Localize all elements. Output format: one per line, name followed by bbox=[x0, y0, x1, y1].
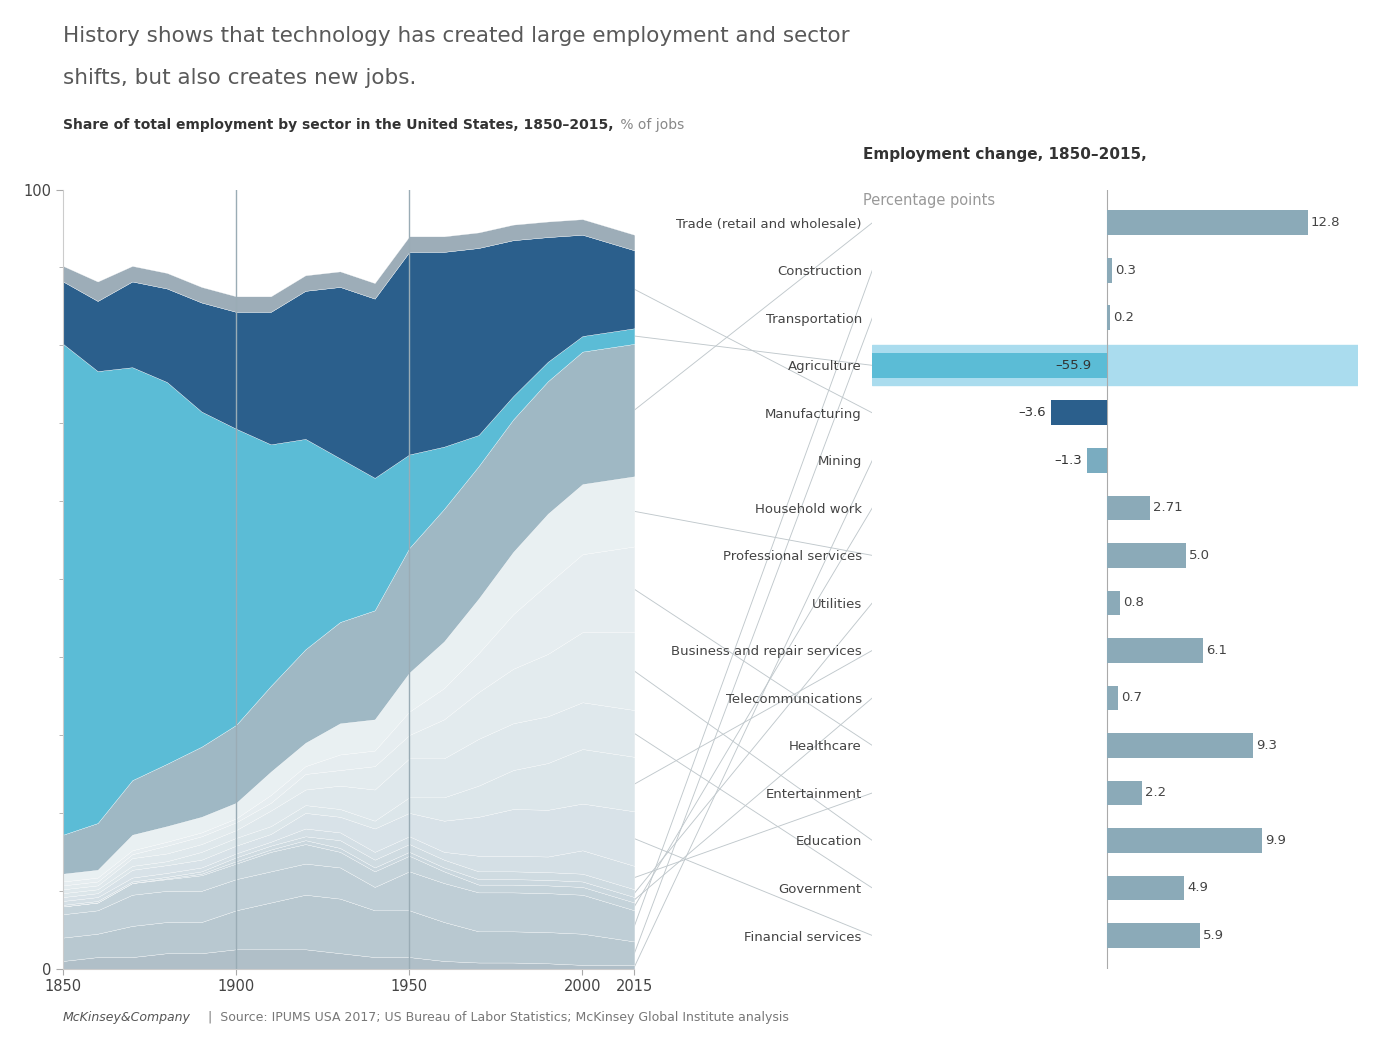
Text: 0.8: 0.8 bbox=[1123, 596, 1144, 610]
Bar bbox=[1107, 638, 1203, 662]
Bar bbox=[1107, 496, 1149, 520]
Text: 0.7: 0.7 bbox=[1121, 692, 1142, 704]
Text: –1.3: –1.3 bbox=[1054, 454, 1082, 466]
Bar bbox=[1107, 686, 1119, 711]
Text: % of jobs: % of jobs bbox=[616, 118, 685, 132]
Bar bbox=[1107, 543, 1186, 568]
Bar bbox=[1107, 733, 1253, 758]
Text: 2.71: 2.71 bbox=[1154, 501, 1183, 514]
Text: |  Source: IPUMS USA 2017; US Bureau of Labor Statistics; McKinsey Global Instit: | Source: IPUMS USA 2017; US Bureau of L… bbox=[200, 1011, 790, 1024]
Text: 6.1: 6.1 bbox=[1205, 644, 1226, 657]
Text: –3.6: –3.6 bbox=[1019, 406, 1046, 419]
Text: 0.2: 0.2 bbox=[1113, 312, 1134, 324]
Text: 9.3: 9.3 bbox=[1256, 739, 1277, 752]
Text: Percentage points: Percentage points bbox=[862, 194, 994, 208]
Bar bbox=[231, 353, 1107, 378]
Text: 9.9: 9.9 bbox=[1266, 834, 1287, 847]
Text: 12.8: 12.8 bbox=[1310, 216, 1340, 230]
Text: 2.2: 2.2 bbox=[1145, 787, 1166, 799]
Bar bbox=[1107, 211, 1308, 235]
Text: –55.9: –55.9 bbox=[1056, 359, 1092, 372]
Bar bbox=[1107, 305, 1110, 331]
Text: 0.3: 0.3 bbox=[1116, 264, 1137, 277]
Text: Share of total employment by sector in the United States, 1850–2015,: Share of total employment by sector in t… bbox=[63, 118, 613, 132]
Text: 5.9: 5.9 bbox=[1203, 929, 1224, 942]
Text: 5.0: 5.0 bbox=[1189, 549, 1210, 562]
Bar bbox=[872, 345, 1358, 385]
Bar bbox=[1051, 400, 1107, 425]
Text: Employment change, 1850–2015,: Employment change, 1850–2015, bbox=[862, 146, 1147, 162]
Bar bbox=[1086, 448, 1107, 473]
Bar bbox=[1107, 780, 1142, 806]
Bar bbox=[1107, 923, 1200, 948]
Bar bbox=[1107, 591, 1120, 615]
Text: 4.9: 4.9 bbox=[1187, 881, 1208, 894]
Bar bbox=[1107, 828, 1263, 853]
Text: History shows that technology has created large employment and sector: History shows that technology has create… bbox=[63, 26, 850, 46]
Bar bbox=[1107, 876, 1184, 900]
Text: McKinsey&Company: McKinsey&Company bbox=[63, 1011, 190, 1024]
Bar bbox=[1107, 258, 1112, 282]
Text: shifts, but also creates new jobs.: shifts, but also creates new jobs. bbox=[63, 68, 416, 88]
